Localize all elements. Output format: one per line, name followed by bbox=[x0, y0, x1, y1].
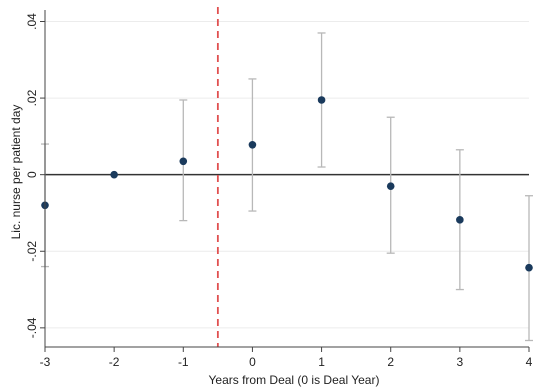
data-point-1 bbox=[110, 170, 118, 179]
y-tick-label: 0 bbox=[25, 171, 39, 178]
data-point-7 bbox=[525, 263, 533, 272]
error-bars bbox=[41, 32, 533, 342]
reference-lines bbox=[45, 7, 529, 347]
x-axis-label: Years from Deal (0 is Deal Year) bbox=[209, 373, 380, 387]
y-tick-label: .02 bbox=[25, 89, 39, 106]
x-tick-label: -3 bbox=[40, 355, 51, 369]
data-point-3 bbox=[248, 141, 257, 149]
x-tick-label: 1 bbox=[318, 355, 325, 369]
y-tick-label: -.02 bbox=[25, 241, 39, 262]
y-tick-label: -.04 bbox=[25, 317, 39, 338]
x-tick-label: -1 bbox=[178, 355, 189, 369]
data-point-6 bbox=[456, 216, 464, 224]
x-tick-label: 2 bbox=[387, 355, 394, 369]
axes: -.04 -.02 0 .02 .04 -3 -2 -1 0 1 2 3 4 bbox=[25, 10, 533, 369]
data-point-4 bbox=[317, 96, 326, 104]
x-tick-label: 0 bbox=[249, 355, 256, 369]
grid-layer bbox=[45, 20, 529, 329]
data-point-2 bbox=[179, 157, 188, 166]
x-tick-label: -2 bbox=[109, 355, 120, 369]
x-tick-label: 3 bbox=[457, 355, 464, 369]
x-tick-label: 4 bbox=[526, 355, 533, 369]
y-axis-label: Lic. nurse per patient day bbox=[9, 105, 23, 240]
y-tick-label: .04 bbox=[25, 13, 39, 30]
data-point-5 bbox=[386, 182, 395, 190]
points bbox=[41, 96, 533, 272]
